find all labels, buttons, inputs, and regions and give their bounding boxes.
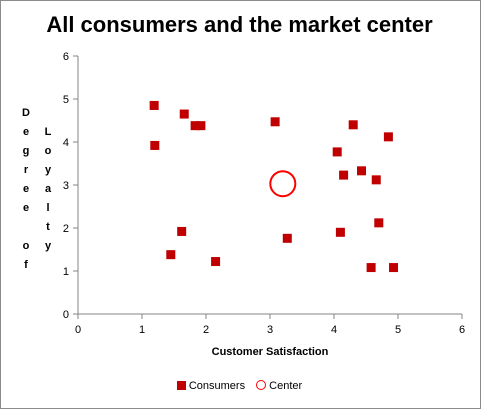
consumer-point (270, 117, 280, 127)
y-axis-label-letter: D (22, 107, 30, 119)
consumer-point (149, 100, 159, 110)
y-tick-label: 0 (63, 309, 69, 321)
consumer-point (371, 175, 381, 185)
y-axis-label-letter: f (24, 259, 28, 271)
y-axis-label-letter: e (22, 202, 30, 214)
x-tick-label: 6 (459, 324, 465, 336)
x-tick-label: 2 (203, 324, 209, 336)
x-tick-label: 1 (139, 324, 145, 336)
consumer-point (348, 120, 358, 130)
y-tick-label: 3 (63, 180, 69, 192)
y-axis-label-letter: o (22, 240, 30, 252)
consumer-point (211, 257, 221, 267)
consumer-point (179, 109, 189, 119)
consumer-point (196, 121, 206, 131)
y-axis-label-letter: t (46, 221, 50, 233)
legend-label-center: Center (269, 380, 303, 392)
legend: Consumers Center (0, 380, 479, 392)
consumer-point (374, 218, 384, 228)
y-axis-label-letter: r (23, 164, 29, 176)
y-axis-label-letter: y (44, 240, 52, 252)
x-tick-label: 0 (75, 324, 81, 336)
x-tick-label: 5 (395, 324, 401, 336)
center-point (269, 170, 297, 198)
x-tick-label: 4 (331, 324, 337, 336)
y-axis-label-letter: a (44, 183, 52, 195)
y-axis-label-letter: L (44, 126, 52, 138)
chart-title: All consumers and the market center (46, 12, 433, 37)
legend-label-consumers: Consumers (188, 380, 246, 392)
y-tick-label: 1 (63, 266, 69, 278)
y-axis-label-letter: e (22, 126, 30, 138)
consumer-point (282, 233, 292, 243)
x-tick-label: 3 (267, 324, 273, 336)
consumer-point (150, 140, 160, 150)
x-axis-label: Customer Satisfaction (211, 346, 329, 358)
y-tick-label: 2 (63, 223, 69, 235)
y-axis-label-letter: e (22, 183, 30, 195)
consumer-point (177, 226, 187, 236)
y-tick-label: 4 (63, 137, 69, 149)
y-tick-label: 6 (63, 51, 69, 63)
y-axis-label-letter: o (44, 145, 52, 157)
legend-square-marker (176, 381, 186, 390)
consumer-point (190, 121, 200, 131)
y-tick-label: 5 (63, 94, 69, 106)
consumer-point (357, 166, 367, 176)
consumer-point (335, 227, 345, 237)
consumer-point (366, 263, 376, 273)
legend-item-consumers: Consumers (176, 380, 246, 392)
consumer-point (332, 147, 342, 157)
consumer-point (339, 170, 349, 180)
y-axis-label-letter: g (22, 145, 30, 157)
consumer-point (389, 263, 399, 273)
legend-circle-marker (256, 380, 267, 390)
y-axis-label-letter: l (46, 202, 50, 214)
legend-item-center: Center (256, 380, 302, 392)
consumer-point (383, 132, 393, 142)
y-axis-label-letter: y (44, 164, 52, 176)
consumer-point (166, 250, 176, 260)
